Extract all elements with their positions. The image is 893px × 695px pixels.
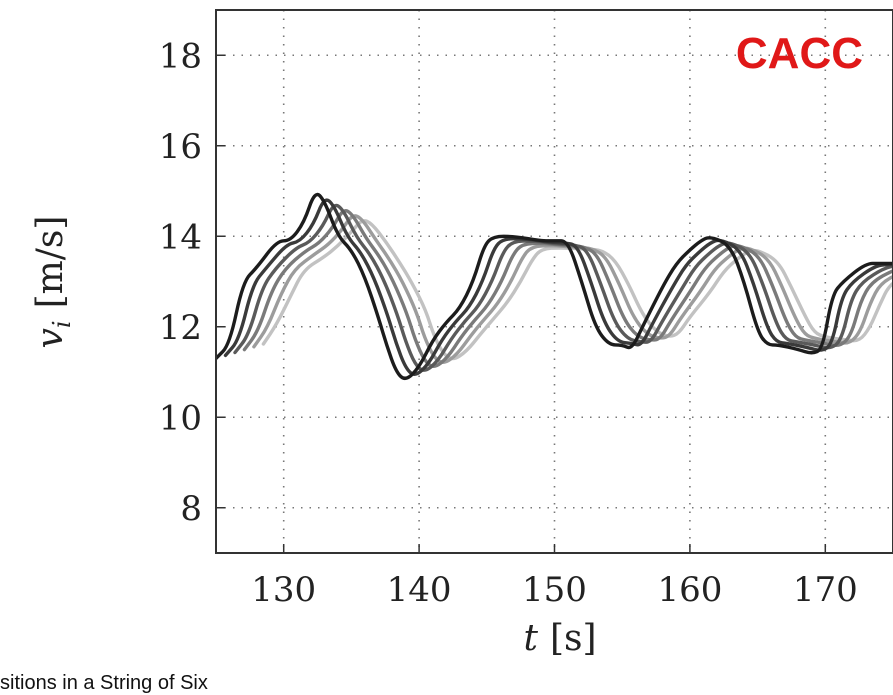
x-tick-label: 150	[522, 570, 587, 610]
plot-frame	[216, 10, 893, 553]
y-axis-sub: i	[48, 320, 76, 328]
y-axis-label: vi [m/s]	[30, 216, 76, 349]
y-tick-label: 16	[159, 127, 202, 167]
y-tick-label: 18	[159, 36, 202, 76]
y-tick-label: 12	[159, 308, 202, 348]
y-axis-unit: [m/s]	[30, 216, 71, 309]
y-axis-var: v	[30, 328, 71, 348]
y-tick-label: 8	[180, 489, 202, 529]
x-tick-label: 140	[387, 570, 452, 610]
y-tick-label: 10	[159, 398, 202, 438]
x-axis-label: t [s]	[523, 618, 596, 659]
x-tick-label: 130	[251, 570, 316, 610]
x-axis-unit: [s]	[550, 618, 597, 659]
y-tick-label: 14	[159, 217, 202, 257]
grid	[216, 10, 893, 553]
figure-caption: sitions in a String of Six	[0, 672, 208, 695]
x-tick-label: 170	[793, 570, 858, 610]
y-tick-labels: 8 10 12 14 16 18	[159, 36, 202, 529]
x-tick-label: 160	[657, 570, 722, 610]
x-tick-labels: 130 140 150 160 170	[251, 570, 858, 610]
chart-annotation: CACC	[736, 29, 863, 78]
velocity-chart: 8 10 12 14 16 18 130 140 150 160 170 CACC vi [m/s]…	[0, 0, 893, 660]
x-axis-var: t	[523, 618, 538, 659]
